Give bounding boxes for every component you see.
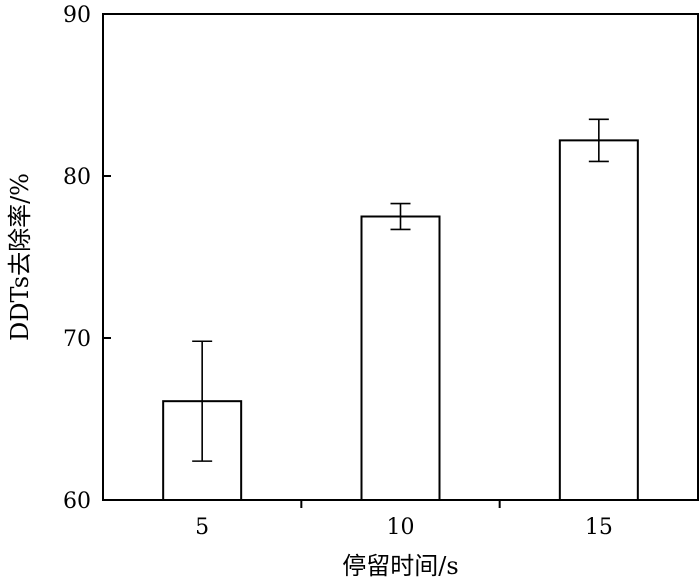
x-tick-label: 5 (195, 515, 209, 540)
error-bar-5 (192, 340, 213, 462)
error-bars-layer (192, 118, 609, 462)
y-axis-label: DDTs去除率/% (6, 173, 34, 341)
y-tick-label: 70 (63, 327, 91, 352)
y-axis-ticks: 60 70 80 90 (63, 3, 111, 514)
bar-10 (360, 215, 441, 501)
y-tick-label: 90 (63, 3, 91, 28)
plot-frame (102, 13, 699, 501)
x-axis-ticks: 5 10 15 (195, 500, 613, 540)
y-tick-label: 60 (63, 489, 91, 514)
bar-15 (558, 139, 639, 502)
x-tick-label: 15 (585, 515, 613, 540)
x-tick-label: 10 (387, 515, 415, 540)
y-tick-label: 80 (63, 165, 91, 190)
x-axis-label: 停留时间/s (342, 552, 458, 580)
bars-layer (162, 139, 639, 502)
error-bar-15 (588, 118, 609, 163)
error-bar-10 (390, 202, 411, 231)
